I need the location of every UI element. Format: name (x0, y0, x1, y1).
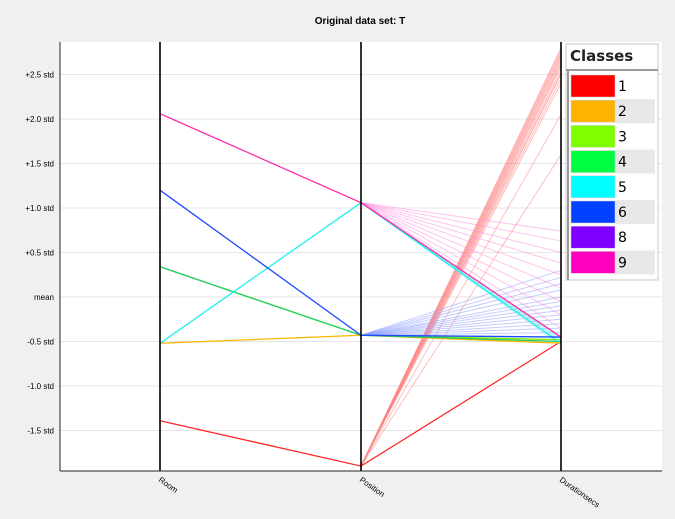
sample-line-class-6 (360, 289, 562, 336)
sample-line-class-9 (360, 202, 562, 289)
y-tick-label: mean (34, 293, 54, 302)
x-axis-label: Position (358, 475, 386, 499)
x-axis-label: Room (157, 475, 180, 495)
y-tick-label: -0.5 std (27, 338, 54, 347)
legend-row-bg (615, 250, 655, 275)
legend-swatch-8[interactable] (570, 225, 616, 249)
legend-row-bg (615, 99, 655, 124)
y-axis-ticks: +2.5 std +2.0 std +1.5 std +1.0 std +0.5 std… (25, 71, 54, 436)
y-tick-label: +2.5 std (25, 71, 54, 80)
sample-line-class-9 (360, 202, 562, 302)
sample-line-class-9 (360, 202, 562, 276)
sample-line-class-9 (360, 202, 562, 316)
sample-line-class-1 (360, 154, 562, 467)
legend-swatch-9[interactable] (570, 251, 616, 274)
legend-label-5[interactable]: 5 (618, 180, 627, 196)
sample-line-class-9 (360, 202, 562, 242)
sample-line-class-6 (360, 323, 562, 336)
sample-line-class-9 (360, 202, 562, 232)
legend[interactable]: Classes 1 2 3 4 5 6 8 9 (565, 43, 659, 281)
y-tick-label: +1.0 std (25, 204, 54, 213)
sample-line-class-6 (360, 296, 562, 336)
y-tick-label: +0.5 std (25, 249, 54, 258)
sample-line-class-6 (360, 305, 562, 336)
legend-label-6[interactable]: 6 (618, 205, 627, 221)
legend-label-3[interactable]: 3 (618, 129, 627, 145)
sample-line-class-1 (360, 114, 562, 467)
legend-swatch-6[interactable] (570, 200, 616, 224)
y-tick-label: -1.0 std (27, 382, 54, 391)
legend-swatch-5[interactable] (570, 175, 616, 199)
sample-line-class-9 (360, 202, 562, 264)
sample-line-class-6 (360, 332, 562, 336)
legend-swatch-1[interactable] (570, 74, 616, 98)
legend-swatch-3[interactable] (570, 125, 616, 148)
y-tick-label: -1.5 std (27, 427, 54, 436)
legend-label-9[interactable]: 9 (618, 255, 627, 271)
legend-label-1[interactable]: 1 (618, 79, 627, 95)
legend-title: Classes (570, 47, 633, 65)
sample-line-class-1 (360, 83, 562, 467)
legend-label-8[interactable]: 8 (618, 230, 627, 246)
legend-label-4[interactable]: 4 (618, 155, 627, 171)
y-tick-label: +1.5 std (25, 160, 54, 169)
axis-labels: Room Position Durationsecs (157, 475, 601, 509)
legend-label-2[interactable]: 2 (618, 104, 627, 120)
sample-line-class-6 (360, 269, 562, 336)
legend-row-bg (615, 149, 655, 174)
sample-line-class-9 (360, 202, 562, 329)
sample-line-class-9 (360, 202, 562, 253)
parallel-axes (159, 42, 562, 471)
sample-line-class-6 (360, 283, 562, 336)
sample-line-class-6 (360, 276, 562, 336)
legend-swatch-2[interactable] (570, 99, 616, 123)
legend-swatch-4[interactable] (570, 150, 616, 173)
chart-title: Original data set: T (315, 16, 406, 27)
sample-line-class-6 (360, 327, 562, 336)
x-axis-label: Durationsecs (558, 475, 601, 509)
legend-row-bg (615, 200, 655, 224)
y-tick-label: +2.0 std (25, 115, 54, 124)
